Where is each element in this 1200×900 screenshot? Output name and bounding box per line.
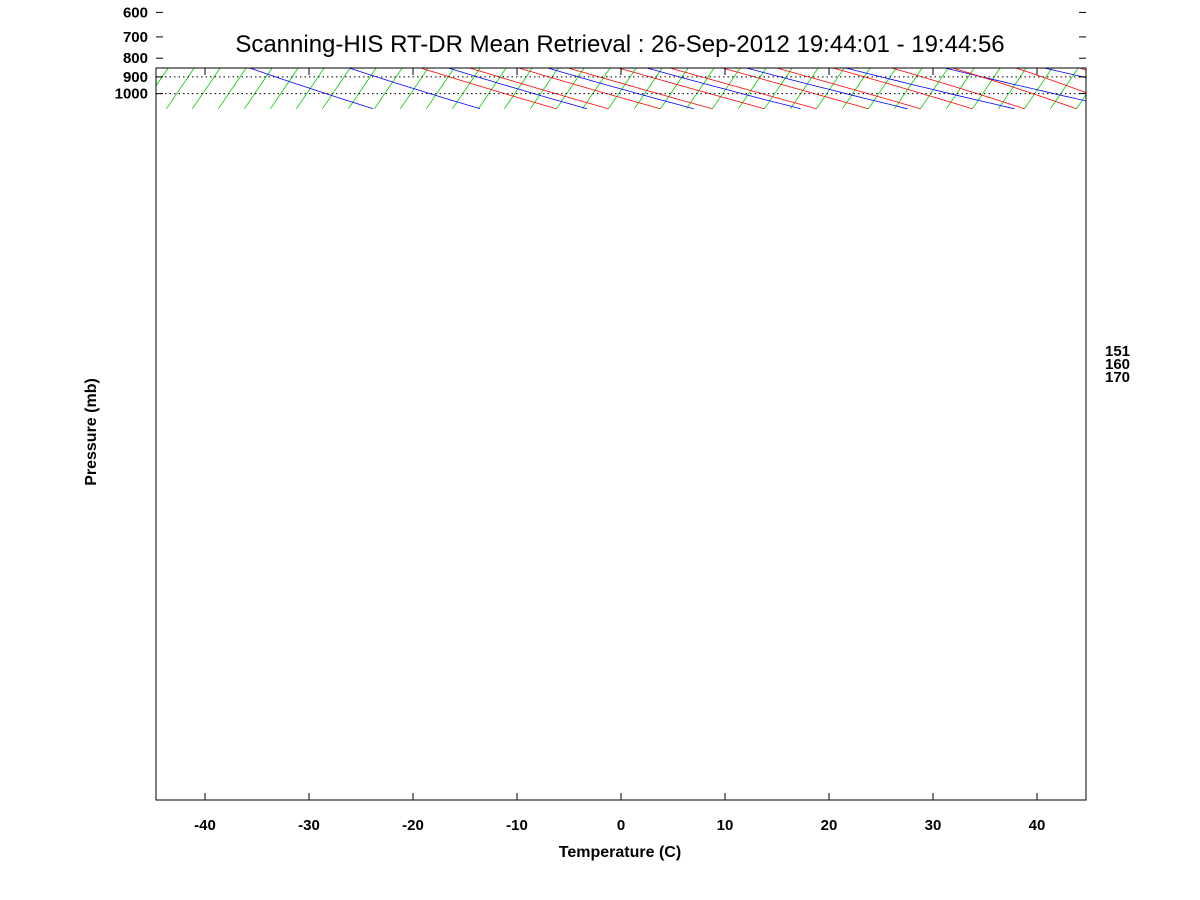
moist-adiabat-line bbox=[468, 68, 609, 110]
moist-adiabat-line bbox=[419, 68, 557, 110]
moist-adiabat-line bbox=[617, 68, 765, 110]
y-axis: 5060708090100200300400500600700800900100… bbox=[115, 4, 1086, 103]
side-label: 170 bbox=[1105, 369, 1130, 386]
pressure-gridlines bbox=[156, 76, 1086, 95]
background-lines bbox=[156, 68, 1086, 110]
x-axis: -40 -30 -20 -10 0 10 20 30 40 bbox=[194, 68, 1045, 834]
x-tick-label: -20 bbox=[402, 817, 424, 834]
moist-adiabat-line bbox=[1014, 68, 1086, 93]
x-tick-label: -30 bbox=[298, 817, 320, 834]
moist-adiabat-line bbox=[890, 68, 1025, 110]
x-tick-label: 20 bbox=[821, 817, 838, 834]
x-tick-label: 0 bbox=[617, 817, 625, 834]
x-axis-label: Temperature (C) bbox=[559, 844, 681, 861]
y-tick-label: 800 bbox=[123, 50, 148, 67]
y-tick-label: 900 bbox=[123, 69, 148, 86]
moist-adiabat-line bbox=[517, 68, 661, 110]
y-tick-label: 600 bbox=[123, 4, 148, 21]
x-tick-label: 30 bbox=[925, 817, 942, 834]
moist-adiabat-line bbox=[721, 68, 869, 110]
moist-adiabat-line bbox=[775, 68, 921, 110]
y-axis-label: Pressure (mb) bbox=[83, 378, 100, 486]
moist-adiabat-line bbox=[566, 68, 713, 110]
moist-adiabat-line bbox=[831, 68, 973, 110]
x-tick-label: -40 bbox=[194, 817, 216, 834]
x-tick-label: 40 bbox=[1029, 817, 1046, 834]
side-label: 160 bbox=[1105, 356, 1130, 373]
moist-adiabat-line bbox=[951, 68, 1077, 110]
y-tick-label: 700 bbox=[123, 29, 148, 46]
side-label: 151 bbox=[1105, 343, 1130, 360]
x-tick-label: -10 bbox=[506, 817, 528, 834]
moist-adiabat-lines bbox=[419, 68, 1086, 110]
x-tick-label: 10 bbox=[717, 817, 734, 834]
chart-title: Scanning-HIS RT-DR Mean Retrieval : 26-S… bbox=[235, 31, 1004, 58]
y-tick-label: 1000 bbox=[115, 86, 148, 103]
moist-adiabat-line bbox=[668, 68, 817, 110]
